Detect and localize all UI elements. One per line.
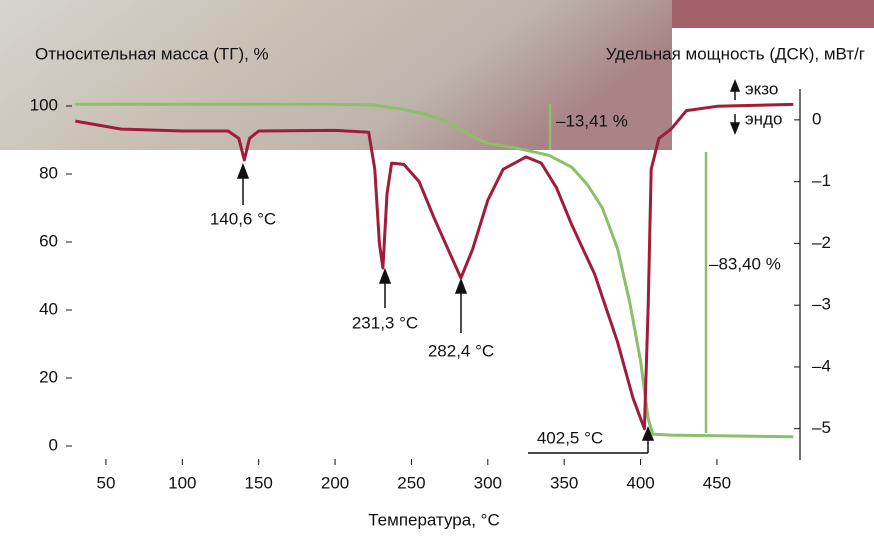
annotation: 140,6 °C	[210, 209, 276, 228]
series-line	[75, 104, 793, 437]
x-axis-title: Температура, °С	[368, 510, 499, 529]
x-tick-label: 350	[550, 473, 578, 492]
y-tick-label: 0	[49, 435, 58, 454]
background-photo	[672, 0, 874, 28]
y2-tick-label: 0	[812, 109, 821, 128]
x-tick-label: 100	[168, 473, 196, 492]
x-tick-label: 200	[321, 473, 349, 492]
y2-tick-label: –2	[812, 233, 831, 252]
annotation: экзо	[745, 79, 778, 98]
x-tick-label: 450	[703, 473, 731, 492]
x-tick-label: 400	[626, 473, 654, 492]
x-tick-label: 300	[474, 473, 502, 492]
annotation: 282,4 °C	[428, 341, 494, 360]
y-axis-title: Относительная масса (ТГ), %	[35, 44, 269, 63]
y2-tick-label: –3	[812, 295, 831, 314]
y2-tick-label: –4	[812, 356, 831, 375]
y2-axis-title: Удельная мощность (ДСК), мВт/г	[606, 44, 865, 63]
annotation: эндо	[745, 109, 782, 128]
y-tick-label: 60	[39, 231, 58, 250]
y-tick-label: 40	[39, 299, 58, 318]
x-tick-label: 250	[397, 473, 425, 492]
y-tick-label: 100	[30, 95, 58, 114]
annotation: –13,41 %	[556, 111, 628, 130]
chart: Относительная масса (ТГ), % Удельная мощ…	[0, 0, 874, 533]
y-tick-label: 20	[39, 367, 58, 386]
y2-tick-label: –5	[812, 418, 831, 437]
annotation: 231,3 °C	[352, 313, 418, 332]
y2-tick-label: –1	[812, 171, 831, 190]
x-tick-label: 50	[96, 473, 115, 492]
x-tick-label: 150	[245, 473, 273, 492]
series-line	[75, 104, 793, 428]
annotation: –83,40 %	[709, 254, 781, 273]
y-tick-label: 80	[39, 163, 58, 182]
annotation: 402,5 °C	[537, 428, 603, 447]
